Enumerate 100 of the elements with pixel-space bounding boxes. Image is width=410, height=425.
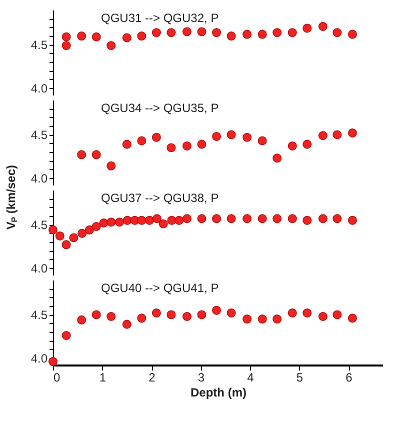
- point: [92, 310, 101, 320]
- point: [174, 216, 184, 225]
- point: [48, 225, 58, 234]
- x-axis-title: Depth (m): [190, 386, 246, 400]
- point: [106, 218, 116, 227]
- point: [77, 150, 86, 160]
- point: [197, 214, 206, 224]
- point: [226, 130, 236, 140]
- point: [242, 314, 252, 324]
- x-tick-label: 5: [296, 370, 304, 384]
- y-axis-title: VP (km/sec): [4, 164, 19, 230]
- point: [182, 27, 192, 36]
- annotation: QGU34 --> QGU35, P: [101, 101, 219, 115]
- point: [122, 140, 132, 149]
- point: [158, 219, 168, 228]
- y-tick-label: 4.0: [30, 82, 48, 96]
- point: [182, 141, 192, 150]
- point: [288, 28, 297, 38]
- y-tick-label: 4.0: [30, 262, 48, 276]
- point: [258, 314, 267, 324]
- point: [318, 22, 328, 31]
- point: [62, 331, 71, 340]
- point: [302, 24, 312, 33]
- point: [258, 214, 267, 224]
- point: [152, 28, 161, 38]
- point: [115, 218, 124, 227]
- point: [122, 216, 132, 225]
- point: [166, 143, 176, 152]
- point: [212, 132, 222, 141]
- point: [77, 32, 86, 40]
- point: [212, 28, 222, 38]
- point: [332, 28, 342, 38]
- y-tick-label: 4.5: [30, 128, 48, 142]
- point: [92, 222, 101, 231]
- point: [212, 214, 222, 224]
- point: [226, 214, 236, 224]
- annotation: QGU31 --> QGU32, P: [101, 11, 219, 25]
- point: [226, 308, 236, 318]
- point: [145, 216, 154, 225]
- x-tick-label: 3: [198, 370, 205, 384]
- point: [69, 233, 78, 242]
- point: [55, 231, 64, 240]
- point: [332, 214, 342, 224]
- point: [258, 136, 267, 146]
- point: [137, 216, 146, 225]
- point: [242, 132, 252, 142]
- point: [78, 228, 87, 238]
- point: [288, 308, 297, 318]
- point: [166, 310, 176, 320]
- point: [182, 214, 192, 224]
- point: [242, 30, 252, 39]
- point: [288, 141, 297, 150]
- y-tick-label: 4.0: [30, 172, 48, 186]
- point: [122, 33, 132, 42]
- y-tick-label: 4.5: [30, 38, 48, 52]
- point: [197, 27, 206, 36]
- point: [152, 214, 162, 224]
- y-tick-label: 4.5: [30, 218, 48, 232]
- point: [272, 28, 282, 38]
- point: [242, 214, 252, 224]
- point: [302, 140, 312, 149]
- point: [182, 312, 192, 321]
- point: [226, 32, 236, 40]
- point: [332, 130, 342, 140]
- point: [332, 310, 342, 320]
- point: [92, 150, 101, 160]
- point: [99, 218, 108, 228]
- point: [348, 128, 357, 138]
- point: [62, 240, 71, 250]
- point: [137, 136, 146, 146]
- annotation: QGU37 --> QGU38, P: [101, 191, 219, 205]
- point: [106, 312, 116, 321]
- point: [167, 216, 176, 225]
- annotation: QGU40 --> QGU41, P: [101, 281, 219, 295]
- point: [212, 306, 222, 315]
- point: [197, 310, 206, 320]
- x-tick-label: 0: [54, 370, 60, 384]
- point: [137, 32, 146, 40]
- x-tick-label: 1: [99, 370, 106, 384]
- point: [348, 314, 357, 323]
- point: [137, 314, 146, 323]
- point: [106, 41, 116, 50]
- point: [348, 216, 357, 225]
- point: [318, 131, 328, 140]
- x-tick-label: 4: [247, 370, 254, 384]
- x-tick-label: 2: [148, 370, 156, 384]
- point: [258, 30, 267, 39]
- point: [48, 357, 58, 366]
- y-tick-label: 4.5: [30, 308, 48, 322]
- point: [272, 214, 282, 224]
- point: [288, 214, 297, 224]
- point: [77, 315, 86, 324]
- point: [272, 154, 282, 163]
- point: [166, 28, 176, 38]
- point: [302, 216, 312, 225]
- point: [106, 161, 116, 170]
- point: [122, 320, 132, 329]
- point: [348, 30, 357, 39]
- point: [84, 225, 94, 234]
- point: [92, 32, 101, 42]
